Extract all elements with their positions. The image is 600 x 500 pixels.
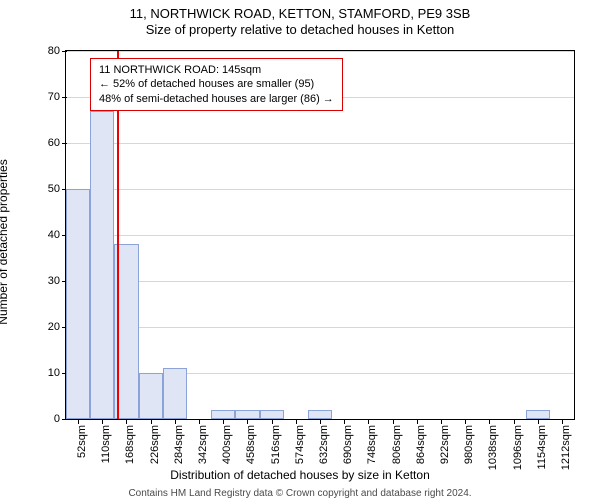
x-tick-label: 632sqm — [318, 386, 330, 425]
plot-area: 0102030405060708052sqm110sqm168sqm226sqm… — [65, 50, 575, 420]
chart-title-line-2: Size of property relative to detached ho… — [0, 22, 600, 38]
y-tick-label: 20 — [48, 321, 66, 333]
x-tick-label: 1096sqm — [512, 380, 524, 425]
x-tick-label: 1212sqm — [560, 380, 572, 425]
y-tick-label: 0 — [54, 413, 66, 425]
x-tick-label: 1038sqm — [487, 380, 499, 425]
histogram-bar — [90, 111, 114, 419]
histogram-bar — [526, 410, 550, 419]
x-tick-label: 922sqm — [439, 386, 451, 425]
chart-title-line-1: 11, NORTHWICK ROAD, KETTON, STAMFORD, PE… — [0, 6, 600, 22]
y-tick-label: 60 — [48, 137, 66, 149]
info-box-line: 11 NORTHWICK ROAD: 145sqm — [99, 63, 334, 77]
histogram-bar — [139, 373, 163, 419]
info-box: 11 NORTHWICK ROAD: 145sqm← 52% of detach… — [90, 58, 343, 111]
x-tick-label: 574sqm — [294, 386, 306, 425]
x-tick-label: 400sqm — [221, 386, 233, 425]
y-tick-label: 70 — [48, 91, 66, 103]
histogram-bar — [235, 410, 259, 419]
gridline — [66, 235, 574, 236]
histogram-bar — [308, 410, 332, 419]
footer-line-1: Contains HM Land Registry data © Crown c… — [0, 488, 600, 500]
x-tick-label: 806sqm — [391, 386, 403, 425]
x-tick-label: 458sqm — [245, 386, 257, 425]
y-tick-label: 50 — [48, 183, 66, 195]
x-axis-label: Distribution of detached houses by size … — [0, 468, 600, 482]
x-tick-label: 980sqm — [463, 386, 475, 425]
y-tick-label: 40 — [48, 229, 66, 241]
x-tick-label: 342sqm — [197, 386, 209, 425]
y-tick-label: 10 — [48, 367, 66, 379]
info-box-line: ← 52% of detached houses are smaller (95… — [99, 77, 334, 91]
histogram-bar — [211, 410, 235, 419]
y-axis-label: Number of detached properties — [0, 159, 10, 324]
histogram-bar — [163, 368, 187, 419]
chart-container: 11, NORTHWICK ROAD, KETTON, STAMFORD, PE… — [0, 0, 600, 500]
y-tick-label: 80 — [48, 45, 66, 57]
x-tick-label: 690sqm — [342, 386, 354, 425]
gridline — [66, 281, 574, 282]
histogram-bar — [66, 189, 90, 419]
gridline — [66, 189, 574, 190]
gridline — [66, 51, 574, 52]
x-tick-label: 516sqm — [270, 386, 282, 425]
chart-title-block: 11, NORTHWICK ROAD, KETTON, STAMFORD, PE… — [0, 6, 600, 39]
footer-attribution: Contains HM Land Registry data © Crown c… — [0, 488, 600, 500]
gridline — [66, 327, 574, 328]
x-tick-label: 864sqm — [415, 386, 427, 425]
gridline — [66, 143, 574, 144]
x-tick-label: 748sqm — [366, 386, 378, 425]
histogram-bar — [260, 410, 284, 419]
info-box-line: 48% of semi-detached houses are larger (… — [99, 92, 334, 106]
y-tick-label: 30 — [48, 275, 66, 287]
